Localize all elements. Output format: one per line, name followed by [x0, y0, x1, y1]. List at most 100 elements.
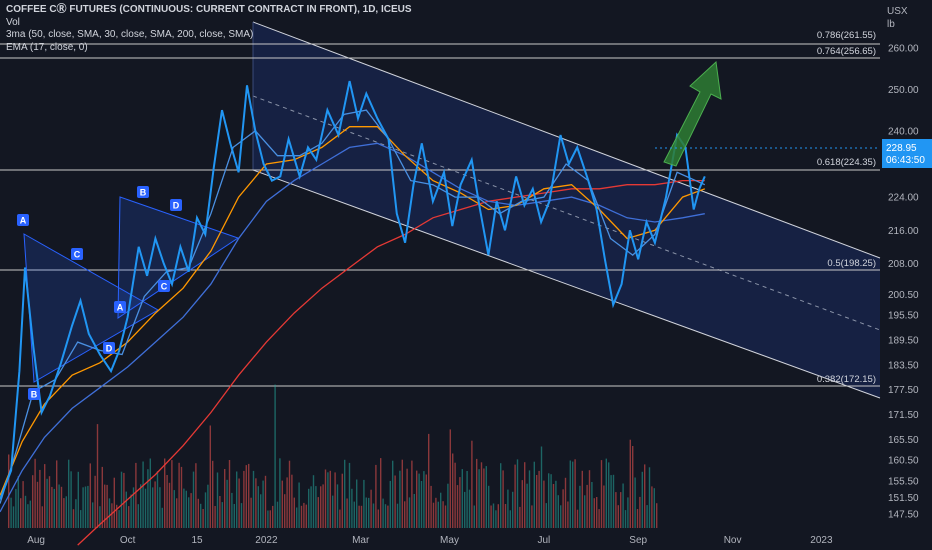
volume-bar — [627, 497, 629, 528]
volume-bar — [58, 484, 60, 528]
volume-bar — [245, 465, 247, 528]
price-tick-9: 189.50 — [888, 336, 919, 347]
volume-bar — [382, 498, 384, 528]
volume-bar — [320, 486, 322, 528]
legend-volume: Vol — [6, 16, 20, 28]
volume-bar — [533, 461, 535, 528]
volume-bar — [212, 460, 214, 528]
volume-bar — [576, 509, 579, 528]
volume-bar — [12, 506, 15, 528]
volume-bar — [430, 485, 432, 528]
volume-bar — [644, 464, 646, 528]
volume-bar — [334, 472, 336, 528]
volume-bar — [483, 468, 485, 528]
price-tick-17: 147.50 — [888, 510, 919, 521]
volume-bar — [96, 424, 99, 528]
volume-bar — [22, 481, 24, 528]
volume-bar — [608, 462, 610, 528]
time-axis[interactable]: Aug Oct 15 2022 Mar May Jul Sep Nov 2023 — [27, 535, 833, 546]
fib-label-0786: 0.786(261.55) — [817, 30, 876, 41]
volume-bar — [401, 459, 403, 528]
volume-bar — [380, 458, 382, 528]
fib-label-05: 0.5(198.25) — [827, 258, 876, 269]
volume-bar — [555, 480, 557, 528]
volume-bar — [588, 470, 591, 528]
volume-bar — [84, 486, 87, 528]
price-tick-6: 208.00 — [888, 259, 919, 270]
volume-bar — [536, 475, 538, 528]
legend-title: COFFEE CⓇ FUTURES (CONTINUOUS: CURRENT C… — [6, 4, 412, 15]
time-label-7: Sep — [629, 535, 647, 546]
volume-bar — [142, 461, 144, 528]
volume-bar — [519, 506, 521, 528]
volume-bar — [99, 506, 101, 528]
volume-bar — [231, 492, 233, 528]
volume-bar — [509, 510, 511, 528]
price-tick-10: 183.50 — [888, 360, 919, 371]
volume-bar — [348, 462, 351, 528]
volume-bar — [468, 489, 471, 528]
price-tick-15: 155.50 — [888, 476, 919, 487]
volume-bar — [202, 509, 204, 528]
volume-bar — [324, 469, 327, 528]
volume-bar — [214, 506, 216, 528]
price-tick-1: 250.00 — [888, 85, 919, 96]
volume-bar — [171, 460, 173, 528]
volume-bar — [34, 458, 36, 528]
volume-bar — [209, 425, 211, 528]
volume-bar — [236, 471, 238, 528]
volume-bar — [435, 497, 437, 528]
volume-bar — [466, 471, 468, 528]
channel-lower-line — [252, 169, 881, 399]
volume-bar — [584, 495, 586, 528]
volume-bar — [560, 505, 562, 528]
volume-bar — [274, 384, 276, 528]
volume-bar — [147, 469, 149, 528]
volume-bar — [104, 484, 106, 528]
volume-bar — [272, 505, 274, 528]
volume-bar — [168, 482, 171, 528]
volume-bar — [269, 510, 271, 528]
volume-bar — [200, 503, 202, 528]
pattern-badge-d1 — [103, 342, 115, 354]
volume-bar — [46, 478, 48, 528]
volume-bar — [87, 485, 89, 528]
volume-bar — [485, 466, 487, 528]
volume-bar — [332, 495, 334, 528]
volume-bar — [178, 462, 180, 528]
volume-bar — [176, 498, 178, 528]
volume-bar — [77, 471, 79, 528]
volume-bar — [94, 475, 96, 528]
time-label-2: 15 — [191, 535, 203, 546]
current-price-tag: 228.95 06:43:50 — [882, 139, 932, 168]
price-tick-12: 171.50 — [888, 410, 919, 421]
volume-bar — [420, 481, 423, 528]
volume-bar — [524, 462, 526, 528]
time-label-5: May — [440, 535, 459, 546]
pattern-badge-c2 — [158, 280, 170, 292]
volume-bar — [327, 472, 329, 528]
volume-bar — [620, 492, 622, 528]
volume-bar — [27, 504, 29, 528]
fib-levels: 0.786(261.55) 0.764(256.65) 0.618(224.35… — [0, 30, 880, 387]
volume-bar — [586, 484, 588, 528]
volume-bar — [216, 472, 219, 528]
volume-bar — [411, 460, 413, 528]
volume-bar — [70, 471, 72, 528]
volume-bar — [264, 475, 267, 528]
volume-bar — [188, 497, 190, 528]
volume-bar — [260, 494, 262, 528]
volume-bar — [646, 505, 648, 528]
volume-bar — [377, 509, 379, 528]
volume-bar — [514, 464, 516, 528]
volume-bar — [502, 470, 504, 528]
volume-bar — [144, 488, 147, 528]
volume-bar — [250, 497, 252, 528]
volume-bar — [526, 483, 528, 528]
current-price-countdown: 06:43:50 — [886, 155, 925, 166]
volume-bar — [322, 484, 324, 528]
volume-bar — [336, 484, 339, 528]
volume-bar — [154, 481, 156, 528]
pattern-label-b1: B — [31, 390, 38, 400]
